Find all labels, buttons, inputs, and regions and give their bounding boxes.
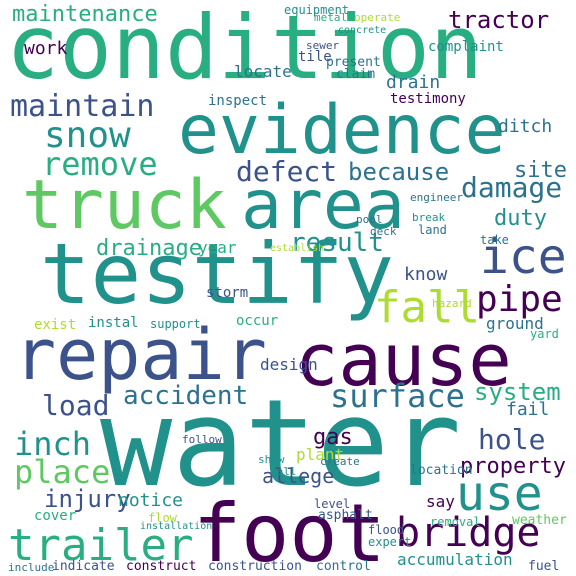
word: bridge xyxy=(396,510,541,556)
word: location xyxy=(410,463,473,478)
word: year xyxy=(198,238,237,257)
word: hazard xyxy=(432,297,472,310)
word: show xyxy=(258,453,285,466)
word: drainage xyxy=(96,236,202,261)
word: evidence xyxy=(178,91,506,170)
word: system xyxy=(474,378,561,406)
word: establish xyxy=(270,243,325,254)
word: cover xyxy=(34,508,77,524)
word: gas xyxy=(313,425,353,450)
word: injury xyxy=(44,485,131,513)
word: tile xyxy=(298,49,332,65)
word: engineer xyxy=(410,191,463,204)
word: sewer xyxy=(306,39,340,52)
word: site xyxy=(514,158,567,183)
word: construct xyxy=(126,559,197,574)
word: claim xyxy=(336,67,376,82)
word: duty xyxy=(494,206,547,231)
word: control xyxy=(316,559,371,574)
word: accident xyxy=(123,381,249,411)
word: flood xyxy=(368,523,405,537)
word: indicate xyxy=(52,559,115,574)
word: testimony xyxy=(390,91,466,107)
word: exist xyxy=(34,317,77,333)
word: result xyxy=(290,228,384,258)
word: testify xyxy=(40,225,395,323)
word: locate xyxy=(234,62,292,81)
word: storm xyxy=(206,285,249,301)
word: asphalt xyxy=(318,508,373,523)
word: truck xyxy=(22,166,227,245)
word: occur xyxy=(236,313,279,329)
word: fail xyxy=(506,399,550,420)
word: drain xyxy=(386,72,441,93)
word: take xyxy=(480,233,509,247)
word: load xyxy=(42,389,110,422)
word: allege xyxy=(262,464,335,488)
word: include xyxy=(8,561,55,574)
word: water xyxy=(100,375,462,514)
word: accumulation xyxy=(397,550,513,569)
word: deck xyxy=(370,225,397,238)
word: equipment xyxy=(284,3,350,17)
word: hole xyxy=(478,423,546,456)
word: inch xyxy=(14,425,92,463)
word: land xyxy=(418,223,447,237)
word: use xyxy=(456,466,543,522)
word: fuel xyxy=(528,559,560,574)
word: remove xyxy=(42,145,158,183)
word: wall xyxy=(270,465,297,478)
word: concrete xyxy=(338,25,387,36)
word: weather xyxy=(512,513,567,528)
word: flow xyxy=(148,511,177,525)
word: trailer xyxy=(8,520,194,571)
word: create xyxy=(320,455,360,468)
word: present xyxy=(326,55,381,70)
word: area xyxy=(241,166,405,245)
word: pool xyxy=(356,213,383,226)
word: plant xyxy=(296,445,345,464)
word: say xyxy=(426,492,455,511)
word: design xyxy=(260,355,318,374)
word: inspect xyxy=(208,93,268,109)
word: pipe xyxy=(476,279,563,320)
word: ditch xyxy=(498,116,553,137)
word: place xyxy=(14,453,111,491)
word: know xyxy=(404,264,448,285)
word: repair xyxy=(14,314,267,396)
word: complaint xyxy=(428,39,504,55)
word: support xyxy=(150,317,201,331)
word: follow xyxy=(182,433,222,446)
word: construction xyxy=(208,559,302,574)
word: foot xyxy=(193,487,386,576)
word: yard xyxy=(530,327,559,341)
word: damage xyxy=(461,171,563,204)
word: ground xyxy=(486,314,544,333)
word: installation xyxy=(140,521,213,532)
word: maintain xyxy=(10,89,155,124)
word: level xyxy=(314,497,351,511)
word: because xyxy=(348,158,450,186)
word: maintenance xyxy=(12,2,158,27)
word: surface xyxy=(330,377,465,415)
word: removal xyxy=(430,515,481,529)
word: defect xyxy=(236,155,338,188)
word: condition xyxy=(6,0,483,99)
word: notice xyxy=(118,490,184,511)
word: work xyxy=(24,38,68,59)
word: operate xyxy=(354,11,401,24)
word: ice xyxy=(480,229,567,285)
word: fall xyxy=(374,282,480,333)
word: instal xyxy=(88,315,139,331)
word: metal xyxy=(314,11,348,24)
word: break xyxy=(412,211,446,224)
word: expert xyxy=(368,535,412,549)
word: snow xyxy=(44,115,131,156)
word: property xyxy=(460,454,566,479)
word: tractor xyxy=(448,6,550,34)
word: cause xyxy=(295,318,512,402)
